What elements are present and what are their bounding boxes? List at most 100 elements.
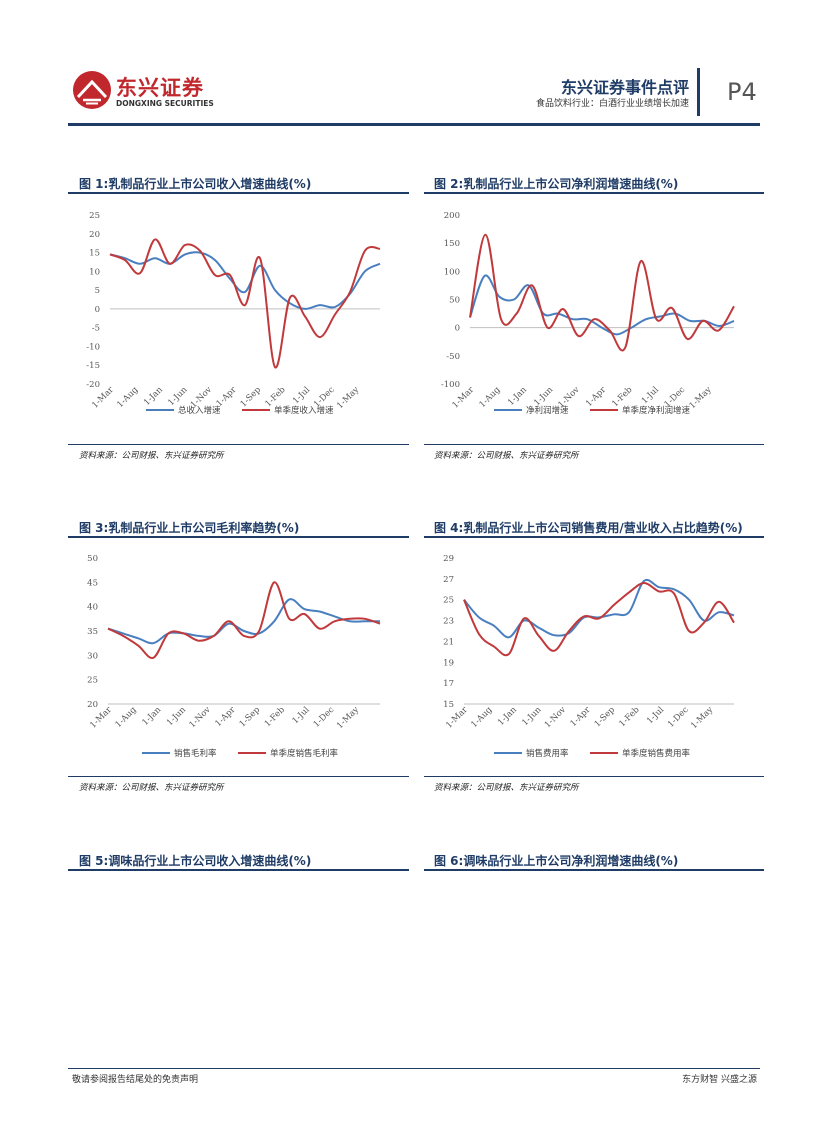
figure-4-top-rule	[424, 536, 764, 538]
x-tick-label: 1-Feb	[617, 705, 642, 730]
y-tick-label: 15	[89, 249, 100, 259]
x-tick-label: 1-May	[689, 705, 715, 731]
y-tick-label: 35	[87, 627, 98, 637]
report-subtitle: 食品饮料行业：白酒行业业绩增长加速	[535, 99, 689, 109]
legend-label: 单季度销售毛利率	[270, 748, 339, 759]
y-tick-label: 30	[87, 651, 98, 661]
brand-name-cn: 东兴证券	[116, 76, 204, 100]
y-tick-label: 20	[87, 700, 98, 710]
y-tick-label: 45	[87, 578, 98, 588]
header-rule	[68, 123, 760, 126]
figure-3-top-rule	[68, 536, 409, 538]
x-tick-label: 1-Jul	[640, 385, 661, 406]
y-tick-label: 25	[89, 211, 100, 221]
figure-4-title: 图 4:乳制品行业上市公司销售费用/营业收入占比趋势(%)	[434, 521, 743, 535]
figure-3-title: 图 3:乳制品行业上市公司毛利率趋势(%)	[79, 521, 300, 535]
y-tick-label: 0	[95, 305, 100, 315]
series-line-quarterly	[463, 581, 735, 657]
legend-label: 销售费用率	[526, 748, 569, 759]
figure-2-source: 资料来源：公司财报、东兴证券研究所	[434, 451, 579, 461]
x-tick-label: 1-Sep	[238, 705, 263, 730]
x-tick-label: 1-Jan	[142, 385, 165, 408]
footer-slogan: 东方财智 兴盛之源	[682, 1075, 757, 1085]
figure-1-bottom-rule	[68, 444, 409, 445]
x-tick-label: 1-Sep	[239, 385, 264, 410]
x-tick-label: 1-Nov	[188, 705, 213, 730]
x-tick-label: 1-Aug	[477, 385, 502, 410]
series-line-total	[463, 578, 735, 639]
x-tick-label: 1-Jul	[291, 705, 312, 726]
report-type-title: 东兴证券事件点评	[560, 78, 689, 97]
y-tick-label: 29	[443, 554, 454, 564]
y-tick-label: 10	[89, 267, 100, 277]
figure-5-title: 图 5:调味品行业上市公司收入增速曲线(%)	[79, 854, 312, 868]
y-tick-label: 15	[443, 700, 454, 710]
figure-1-top-rule	[68, 192, 409, 194]
y-tick-label: -15	[86, 361, 100, 371]
figure-2-title: 图 2:乳制品行业上市公司净利润增速曲线(%)	[434, 177, 679, 191]
legend-label: 单季度销售费用率	[622, 748, 691, 759]
x-tick-label: 1-Sep	[593, 705, 618, 730]
figure-5-top-rule	[68, 869, 409, 871]
figure-4-bottom-rule	[424, 776, 764, 777]
x-tick-label: 1-Jun	[532, 385, 555, 408]
y-tick-label: 40	[87, 603, 98, 613]
y-tick-label: 50	[87, 554, 98, 564]
x-tick-label: 1-Jun	[520, 705, 543, 728]
legend-label: 净利润增速	[526, 405, 569, 416]
y-tick-label: 27	[443, 575, 454, 585]
figure-3-source: 资料来源：公司财报、东兴证券研究所	[79, 783, 224, 793]
x-tick-label: 1-Aug	[115, 385, 140, 410]
figure-6-top-rule	[424, 869, 764, 871]
y-tick-label: 100	[444, 267, 460, 277]
legend-label: 单季度净利润增速	[622, 405, 691, 416]
footer-rule	[68, 1068, 760, 1069]
y-tick-label: -5	[92, 324, 100, 334]
x-tick-label: 1-Dec	[666, 705, 691, 730]
y-tick-label: 0	[455, 324, 460, 334]
x-tick-label: 1-May	[335, 705, 361, 731]
series-line-total	[107, 598, 380, 645]
series-line-total	[469, 274, 735, 336]
x-tick-label: 1-May	[335, 385, 361, 411]
x-tick-label: 1-Nov	[543, 705, 568, 730]
y-tick-label: 17	[443, 679, 454, 689]
y-tick-label: 25	[443, 596, 454, 606]
y-tick-label: -50	[446, 352, 460, 362]
x-tick-label: 1-Aug	[469, 705, 494, 730]
x-tick-label: 1-Jun	[166, 385, 189, 408]
x-tick-label: 1-Apr	[569, 704, 594, 729]
header-divider	[697, 68, 700, 116]
brand-name-en: DONGXING SECURITIES	[116, 99, 214, 108]
y-tick-label: 150	[444, 239, 460, 249]
series-line-quarterly	[109, 238, 381, 369]
figure-1-title: 图 1:乳制品行业上市公司收入增速曲线(%)	[79, 177, 312, 191]
x-tick-label: 1-Dec	[312, 705, 337, 730]
figure-2-top-rule	[424, 192, 764, 194]
y-tick-label: 25	[87, 676, 98, 686]
series-line-quarterly	[469, 233, 735, 352]
x-tick-label: 1-Apr	[584, 384, 609, 409]
y-tick-label: 19	[443, 658, 454, 668]
y-tick-label: 50	[449, 296, 460, 306]
x-tick-label: 1-Jul	[645, 705, 666, 726]
x-tick-label: 1-Aug	[114, 705, 139, 730]
brand-logo-icon	[73, 71, 111, 109]
series-line-total	[109, 251, 381, 310]
y-tick-label: -10	[86, 342, 100, 352]
legend-label: 总收入增速	[178, 405, 221, 416]
y-tick-label: 20	[89, 230, 100, 240]
x-tick-label: 1-Jun	[165, 705, 188, 728]
x-tick-label: 1-Jan	[496, 705, 519, 728]
figure-4-source: 资料来源：公司财报、东兴证券研究所	[434, 783, 579, 793]
x-tick-label: 1-Feb	[263, 705, 288, 730]
series-line-quarterly	[107, 581, 381, 659]
x-tick-label: 1-May	[688, 385, 714, 411]
y-tick-label: -100	[441, 380, 460, 390]
x-tick-label: 1-Apr	[213, 704, 238, 729]
disclaimer-note: 敬请参阅报告结尾处的免责声明	[72, 1075, 199, 1085]
